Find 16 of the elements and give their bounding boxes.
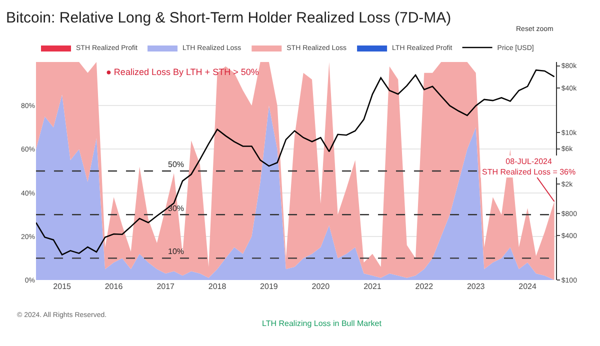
x-tick-label: 2020 (312, 282, 330, 291)
ref-line-label: 30% (168, 204, 184, 213)
x-tick-label: 2023 (466, 282, 486, 291)
ref-line-label: 10% (168, 247, 184, 256)
x-tick-label: 2016 (104, 282, 124, 291)
x-tick-label: 2022 (415, 282, 434, 291)
ref-line-label: 50% (168, 160, 184, 169)
x-tick-label: 2015 (53, 282, 72, 291)
chart-title: Bitcoin: Relative Long & Short-Term Holder Realized Loss (7D-MA) (6, 10, 452, 27)
text: LTH Realizing Loss in Bull Market (262, 319, 382, 328)
x-tick-label: 2019 (260, 282, 278, 291)
x-tick-label: 2018 (208, 282, 227, 291)
annotation: 08-JUL-2024 STH Realized Loss = 36% (482, 157, 576, 176)
x-tick-label: 2024 (518, 282, 537, 291)
x-tick-label: 2021 (364, 282, 382, 291)
x-tick-label: 2017 (156, 282, 176, 291)
